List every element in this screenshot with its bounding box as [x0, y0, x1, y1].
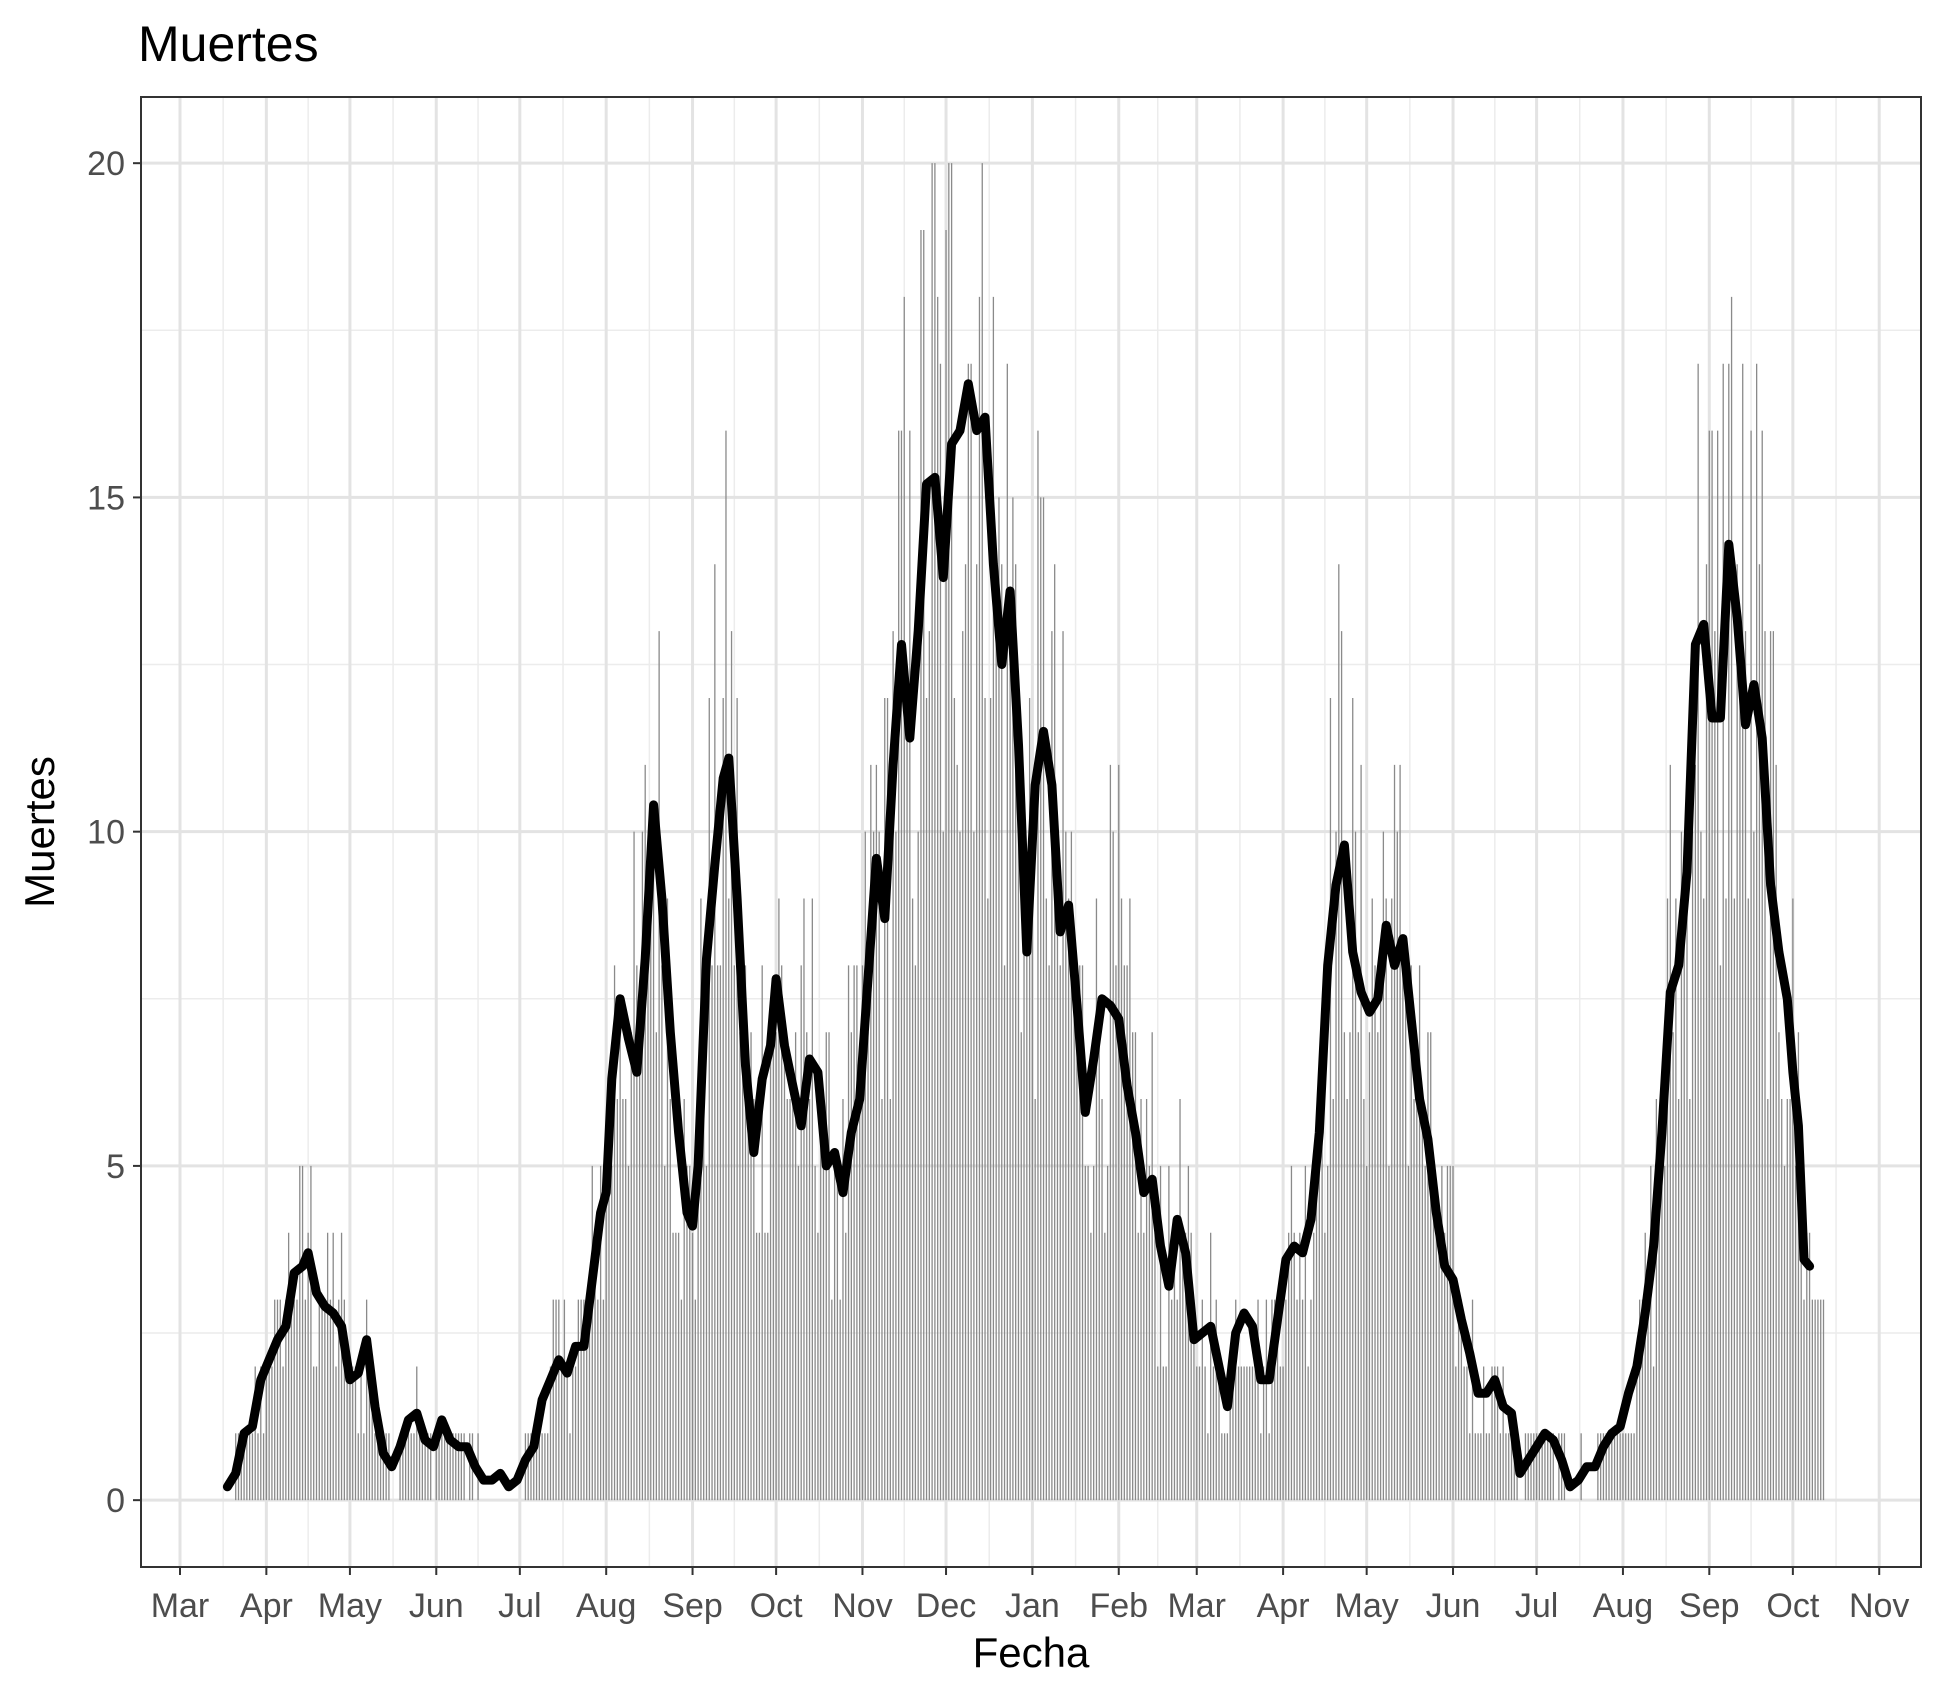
x-axis-title: Fecha	[973, 1629, 1090, 1676]
x-tick-label: May	[318, 1587, 382, 1625]
x-tick-label: Aug	[1593, 1587, 1654, 1625]
x-tick-label: Sep	[662, 1587, 723, 1625]
y-tick-label: 5	[106, 1148, 125, 1186]
x-tick-label: Oct	[750, 1587, 803, 1625]
y-axis-title: Muertes	[16, 756, 63, 908]
y-tick-label: 20	[87, 145, 125, 183]
x-tick-label: Apr	[1257, 1587, 1310, 1625]
x-tick-label: Nov	[1849, 1587, 1909, 1625]
x-tick-label: May	[1335, 1587, 1399, 1625]
x-tick-label: Sep	[1679, 1587, 1740, 1625]
x-axis: Mar Apr May Jun Jul Aug Sep Oct Nov Dec Jan Feb Mar A…	[151, 1567, 1909, 1625]
y-tick-label: 0	[106, 1482, 125, 1520]
x-tick-label: Jul	[1515, 1587, 1558, 1625]
x-tick-label: Apr	[240, 1587, 293, 1625]
x-tick-label: Dec	[916, 1587, 976, 1625]
x-tick-label: Feb	[1089, 1587, 1148, 1625]
y-axis: 0 5 10 15 20	[87, 145, 141, 1520]
chart-title: Muertes	[138, 16, 319, 72]
x-tick-label: Oct	[1766, 1587, 1819, 1625]
y-tick-label: 10	[87, 814, 125, 852]
x-tick-label: Mar	[151, 1587, 210, 1625]
x-tick-label: Nov	[832, 1587, 892, 1625]
y-tick-label: 15	[87, 479, 125, 517]
x-tick-label: Aug	[576, 1587, 637, 1625]
x-tick-label: Jun	[409, 1587, 464, 1625]
moving-average-line	[222, 379, 1815, 1492]
x-tick-label: Mar	[1167, 1587, 1226, 1625]
x-tick-label: Jul	[498, 1587, 541, 1625]
x-tick-label: Jun	[1426, 1587, 1481, 1625]
x-tick-label: Jan	[1005, 1587, 1060, 1625]
